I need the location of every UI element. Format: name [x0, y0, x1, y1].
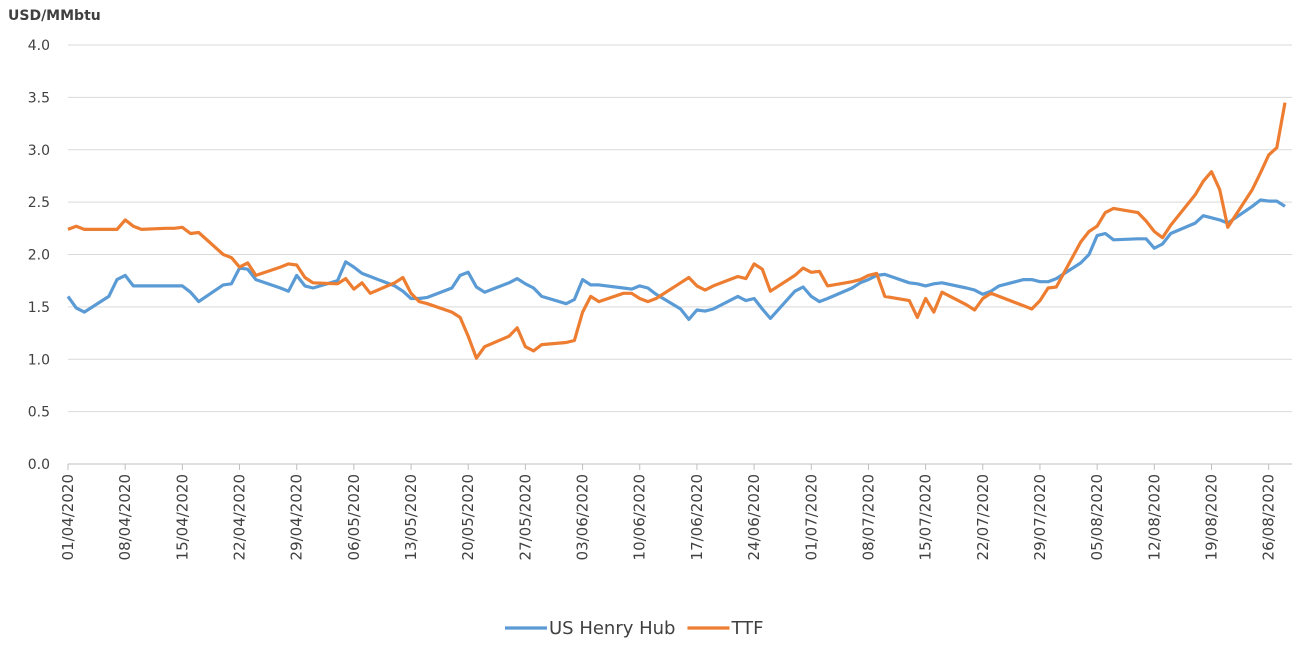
y-tick-label: 4.0 [28, 38, 50, 54]
x-tick-label: 17/06/2020 [688, 474, 706, 560]
legend: US Henry Hub TTF [505, 618, 764, 639]
x-tick-label: 01/04/2020 [59, 474, 77, 560]
y-tick-label: 0.5 [28, 405, 50, 421]
x-tick-label: 22/04/2020 [231, 474, 249, 560]
y-tick-label: 2.0 [28, 248, 50, 264]
x-tick-label: 08/07/2020 [859, 474, 877, 560]
x-tick-label: 22/07/2020 [974, 474, 992, 560]
y-axis-label: USD/MMbtu [8, 8, 101, 24]
series-line [67, 102, 1287, 360]
x-tick-label: 10/06/2020 [631, 474, 649, 560]
x-tick-label: 20/05/2020 [459, 474, 477, 560]
y-tick-label: 2.5 [28, 195, 50, 211]
x-tick-label: 26/08/2020 [1260, 474, 1278, 560]
x-tick-label: 13/05/2020 [402, 474, 420, 560]
x-tick-label: 19/08/2020 [1202, 474, 1220, 560]
x-tick-label: 12/08/2020 [1145, 474, 1163, 560]
x-tick-label: 29/04/2020 [288, 474, 306, 560]
x-tick-label: 15/07/2020 [917, 474, 935, 560]
x-tick-label: 24/06/2020 [745, 474, 763, 560]
y-tick-label: 1.5 [28, 300, 50, 316]
x-tick-label: 29/07/2020 [1031, 474, 1049, 560]
series-line [66, 198, 1286, 321]
x-tick-label: 27/05/2020 [516, 474, 534, 560]
x-tick-label: 05/08/2020 [1088, 474, 1106, 560]
x-tick-label: 08/04/2020 [116, 474, 134, 560]
x-tick-label: 01/07/2020 [802, 474, 820, 560]
y-tick-label: 0.0 [28, 457, 50, 473]
y-tick-label: 3.0 [28, 143, 50, 159]
legend-label: US Henry Hub [549, 618, 675, 639]
x-tick-label: 03/06/2020 [574, 474, 592, 560]
x-tick-label: 15/04/2020 [173, 474, 191, 560]
y-tick-label: 3.5 [28, 90, 50, 106]
y-tick-label: 1.0 [28, 352, 50, 368]
x-tick-label: 06/05/2020 [345, 474, 363, 560]
legend-label: TTF [730, 618, 763, 639]
